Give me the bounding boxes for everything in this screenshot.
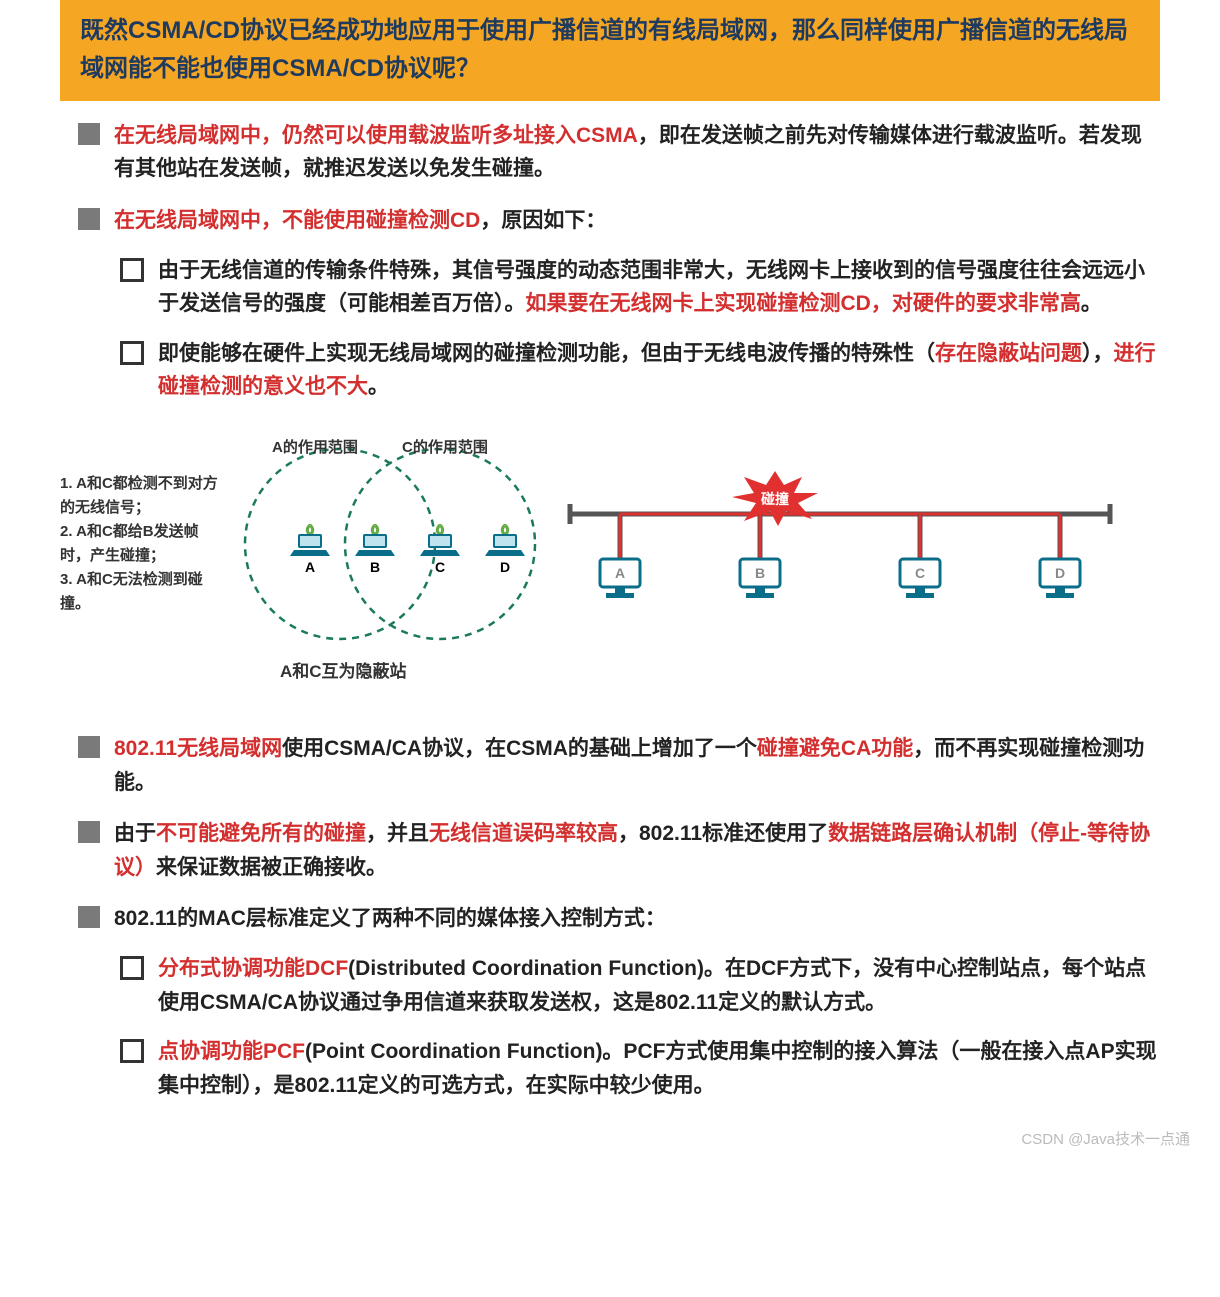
p6-red1: 不可能避免所有的碰撞 [156, 822, 366, 845]
pcf-red: 点协调功能PCF [158, 1040, 305, 1063]
square-bullet-icon [78, 736, 100, 758]
laptop-d: D [485, 524, 525, 575]
bus-diagram: A B C D [560, 464, 1160, 624]
p6-mid2: ，802.11标准还使用了 [618, 822, 828, 845]
dcf-row: 分布式协调功能DCF(Distributed Coordination Func… [120, 952, 1160, 1019]
sub-1: 由于无线信道的传输条件特殊，其信号强度的动态范围非常大，无线网卡上接收到的信号强… [120, 254, 1160, 321]
svg-text:C: C [915, 565, 925, 581]
point-7-text: 802.11的MAC层标准定义了两种不同的媒体接入控制方式： [114, 902, 666, 936]
pcf-row: 点协调功能PCF(Point Coordination Function)。PC… [120, 1035, 1160, 1102]
point-5-text: 802.11无线局域网使用CSMA/CA协议，在CSMA的基础上增加了一个碰撞避… [114, 732, 1160, 799]
svg-text:A: A [615, 565, 625, 581]
outline-bullet-icon [120, 956, 144, 980]
laptop-b: B [355, 524, 395, 575]
point-1: 在无线局域网中，仍然可以使用载波监听多址接入CSMA，即在发送帧之前先对传输媒体… [78, 119, 1160, 186]
bus-svg: A B C D [560, 464, 1120, 624]
laptop-label-b: B [355, 559, 395, 575]
laptop-label-a: A [290, 559, 330, 575]
point-7: 802.11的MAC层标准定义了两种不同的媒体接入控制方式： [78, 902, 1160, 936]
p5-red1: 802.11无线局域网 [114, 737, 282, 760]
venn-diagram: A的作用范围 C的作用范围 A [230, 434, 550, 654]
dcf-red: 分布式协调功能DCF [158, 957, 348, 980]
laptop-icon [420, 524, 460, 556]
p4-red1: 存在隐蔽站问题 [935, 342, 1082, 365]
p3-red: 如果要在无线网卡上实现碰撞检测CD，对硬件的要求非常高 [526, 292, 1081, 315]
point-2-text: 在无线局域网中，不能使用碰撞检测CD，原因如下： [114, 204, 606, 238]
square-bullet-icon [78, 821, 100, 843]
question-banner: 既然CSMA/CD协议已经成功地应用于使用广播信道的有线局域网，那么同样使用广播… [60, 0, 1160, 101]
laptop-c: C [420, 524, 460, 575]
p4-a: 即使能够在硬件上实现无线局域网的碰撞检测功能，但由于无线电波传播的特殊性（ [158, 342, 935, 365]
range-label-a: A的作用范围 [272, 436, 358, 457]
square-bullet-icon [78, 208, 100, 230]
collision-label: 碰撞 [761, 489, 789, 509]
p1-red: 在无线局域网中，仍然可以使用载波监听多址接入CSMA [114, 124, 638, 147]
sub-1-text: 由于无线信道的传输条件特殊，其信号强度的动态范围非常大，无线网卡上接收到的信号强… [158, 254, 1160, 321]
point-2: 在无线局域网中，不能使用碰撞检测CD，原因如下： [78, 204, 1160, 238]
venn-caption: A和C互为隐蔽站 [280, 657, 407, 682]
p6-red2: 无线信道误码率较高 [429, 822, 618, 845]
pcf-rest: (Point Coordination Function)。PCF方式使用集中控… [158, 1040, 1157, 1097]
diagram-row: 1. A和C都检测不到对方的无线信号； 2. A和C都给B发送帧时，产生碰撞； … [60, 434, 1160, 654]
square-bullet-icon [78, 123, 100, 145]
p6-mid1: ，并且 [366, 822, 429, 845]
hidden-station-notes: 1. A和C都检测不到对方的无线信号； 2. A和C都给B发送帧时，产生碰撞； … [60, 472, 220, 616]
collision-burst: 碰撞 [730, 474, 820, 524]
laptop-label-c: C [420, 559, 460, 575]
dcf-text: 分布式协调功能DCF(Distributed Coordination Func… [158, 952, 1160, 1019]
note-3: 3. A和C无法检测到碰撞。 [60, 568, 220, 616]
sub-2-text: 即使能够在硬件上实现无线局域网的碰撞检测功能，但由于无线电波传播的特殊性（存在隐… [158, 337, 1160, 404]
svg-text:D: D [1055, 565, 1065, 581]
laptop-icon [355, 524, 395, 556]
p4-end: 。 [368, 375, 389, 398]
point-5: 802.11无线局域网使用CSMA/CA协议，在CSMA的基础上增加了一个碰撞避… [78, 732, 1160, 799]
outline-bullet-icon [120, 258, 144, 282]
point-6: 由于不可能避免所有的碰撞，并且无线信道误码率较高，802.11标准还使用了数据链… [78, 817, 1160, 884]
p2-red: 在无线局域网中，不能使用碰撞检测CD [114, 209, 480, 232]
point-1-text: 在无线局域网中，仍然可以使用载波监听多址接入CSMA，即在发送帧之前先对传输媒体… [114, 119, 1160, 186]
outline-bullet-icon [120, 341, 144, 365]
p5-red2: 碰撞避免CA功能 [757, 737, 913, 760]
point-6-text: 由于不可能避免所有的碰撞，并且无线信道误码率较高，802.11标准还使用了数据链… [114, 817, 1160, 884]
outline-bullet-icon [120, 1039, 144, 1063]
p6-end: 来保证数据被正确接收。 [156, 856, 387, 879]
laptop-icon [485, 524, 525, 556]
laptop-a: A [290, 524, 330, 575]
p6-a: 由于 [114, 822, 156, 845]
sub-2: 即使能够在硬件上实现无线局域网的碰撞检测功能，但由于无线电波传播的特殊性（存在隐… [120, 337, 1160, 404]
note-2: 2. A和C都给B发送帧时，产生碰撞； [60, 520, 220, 568]
p2-black: ，原因如下： [480, 209, 606, 232]
range-label-c: C的作用范围 [402, 436, 488, 457]
laptop-label-d: D [485, 559, 525, 575]
page-root: 既然CSMA/CD协议已经成功地应用于使用广播信道的有线局域网，那么同样使用广播… [0, 0, 1220, 1122]
pcf-text: 点协调功能PCF(Point Coordination Function)。PC… [158, 1035, 1160, 1102]
p5-mid: 使用CSMA/CA协议，在CSMA的基础上增加了一个 [282, 737, 757, 760]
watermark: CSDN @Java技术一点通 [0, 1122, 1220, 1159]
p3-end: 。 [1081, 292, 1102, 315]
p4-mid: ）， [1082, 342, 1114, 365]
laptop-icon [290, 524, 330, 556]
note-1: 1. A和C都检测不到对方的无线信号； [60, 472, 220, 520]
square-bullet-icon [78, 906, 100, 928]
svg-text:B: B [755, 565, 765, 581]
